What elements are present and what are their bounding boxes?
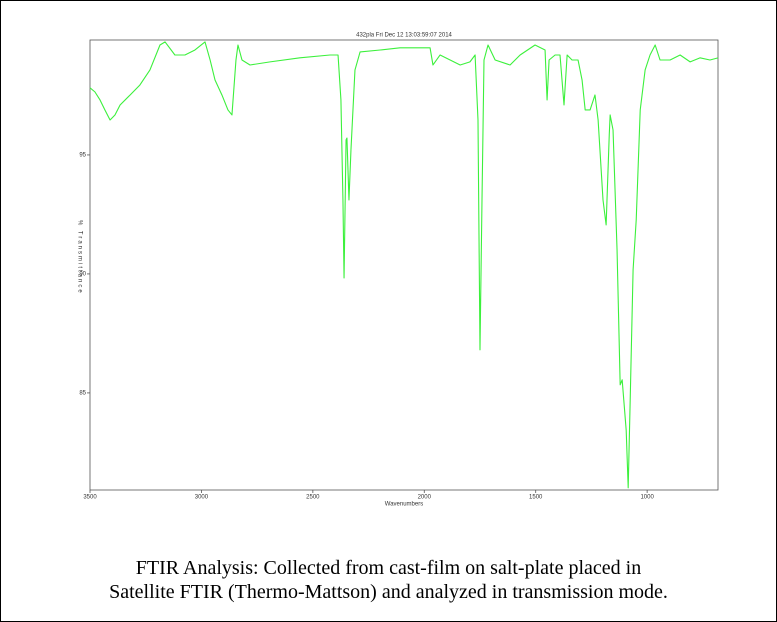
x-tick-label: 2500	[306, 495, 320, 501]
caption-line: FTIR Analysis: Collected from cast-film …	[135, 557, 642, 579]
plot-frame	[89, 39, 719, 491]
x-tick-label: 1500	[529, 495, 543, 501]
x-tick-label: 3500	[83, 495, 97, 501]
x-tick-label: 1000	[640, 495, 654, 501]
y-tick-label: 85	[79, 390, 86, 396]
y-tick-label: 95	[79, 153, 86, 159]
x-tick-label: 3000	[195, 495, 209, 501]
spectrum-line	[89, 41, 719, 489]
y-axis-label: % Transmittance	[76, 220, 82, 295]
y-tick-label: 90	[79, 272, 86, 278]
chart-title: 432pla Fri Dec 12 13:03:59:07 2014	[356, 33, 452, 39]
chart: 432pla Fri Dec 12 13:03:59:07 2014 Waven…	[76, 33, 719, 508]
caption-line: Satellite FTIR (Thermo-Mattson) and anal…	[109, 581, 668, 603]
x-axis-label: Wavenumbers	[385, 502, 423, 508]
x-tick-label: 2000	[418, 495, 432, 501]
